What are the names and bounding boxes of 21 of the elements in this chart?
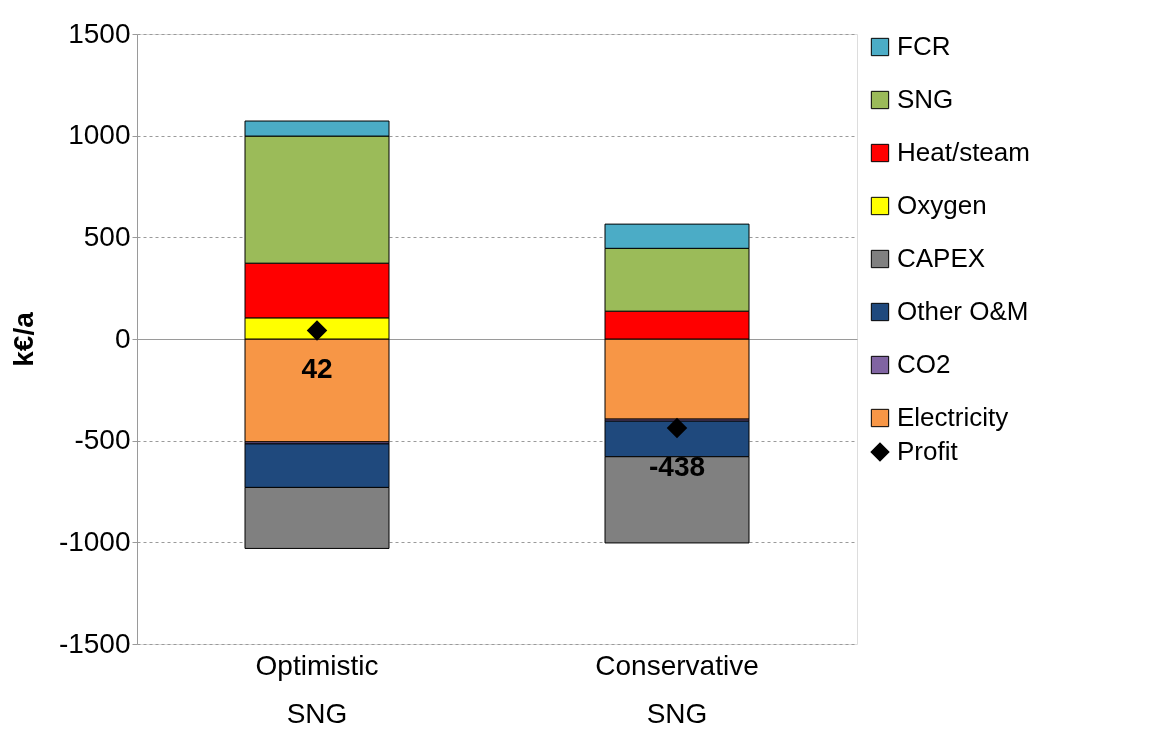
legend-label: Oxygen xyxy=(897,190,987,220)
y-tick-label: 1000 xyxy=(68,119,131,151)
data-label: 42 xyxy=(301,353,333,385)
y-tick-label: -1000 xyxy=(58,525,131,557)
data-label: -438 xyxy=(648,451,706,483)
y-tick-label: 0 xyxy=(114,322,131,354)
legend-label: Electricity xyxy=(897,402,1009,432)
legend-label: CO2 xyxy=(897,349,951,379)
legend-label: FCR xyxy=(897,31,951,61)
x-tick-label: Optimistic SNG xyxy=(255,649,379,729)
legend-label: Profit xyxy=(897,436,959,466)
y-tick-label: -1500 xyxy=(58,627,131,659)
legend-label: SNG xyxy=(897,84,954,114)
y-tick-label: 1500 xyxy=(68,17,131,49)
y-axis-title: k€/a xyxy=(7,311,39,367)
legend-label: Other O&M xyxy=(897,296,1029,326)
y-tick-label: 500 xyxy=(83,220,131,252)
legend-label: Heat/steam xyxy=(897,137,1030,167)
x-tick-label: Conservative SNG xyxy=(595,649,759,729)
y-tick-label: -500 xyxy=(74,424,131,456)
legend-label: CAPEX xyxy=(897,243,986,273)
